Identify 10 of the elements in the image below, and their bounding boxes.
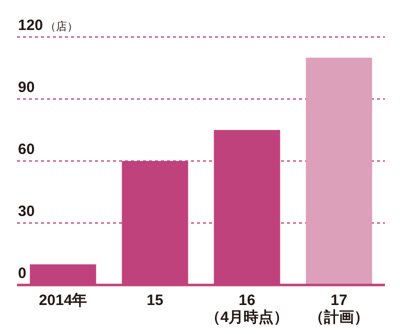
x-tick-label: 17 （計画） xyxy=(309,292,369,326)
y-tick-label: 120 xyxy=(18,17,44,34)
x-tick-label: 16 （4月時点） xyxy=(205,292,289,326)
y-tick-label: 30 xyxy=(18,203,35,220)
y-tick-label: 90 xyxy=(18,79,35,96)
x-tick-label: 15 xyxy=(146,292,164,309)
y-axis-title: （店） xyxy=(45,20,78,33)
x-tick-label: 2014年 xyxy=(38,292,88,309)
y-tick-label: 0 xyxy=(18,265,26,282)
y-tick-label: 60 xyxy=(18,141,35,158)
